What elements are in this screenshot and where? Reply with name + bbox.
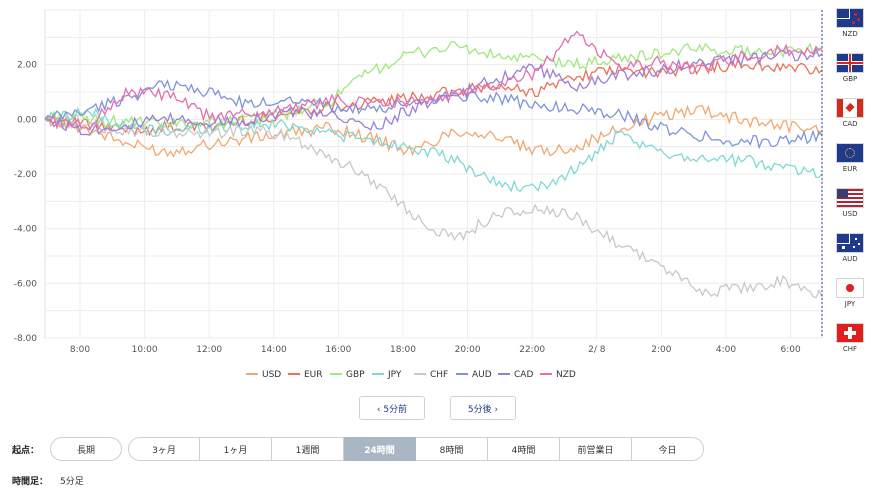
flag-code: NZD <box>842 30 858 38</box>
flag-cad[interactable]: CAD <box>828 98 872 128</box>
x-tick-label: 8:00 <box>70 345 90 355</box>
period-3months[interactable]: 3ヶ月 <box>128 437 200 461</box>
y-tick-label: 0.00 <box>17 115 37 125</box>
series-line-nzd <box>44 30 823 132</box>
flag-code: CAD <box>842 120 858 128</box>
legend-entry-jpy: JPY <box>387 370 402 380</box>
flag-usd[interactable]: USD <box>828 188 872 218</box>
y-tick-label: -4.00 <box>14 225 38 235</box>
flag-eur[interactable]: EUR <box>828 143 872 173</box>
period-1week[interactable]: 1週間 <box>272 437 344 461</box>
long-term-button[interactable]: 長期 <box>50 437 122 461</box>
flag-jpy[interactable]: JPY <box>828 278 872 308</box>
uk-flag-icon <box>836 53 864 73</box>
period-24hours[interactable]: 24時間 <box>344 437 416 461</box>
chart-grid <box>44 9 823 339</box>
legend-entry-gbp: GBP <box>346 370 365 380</box>
next-5min-button[interactable]: 5分後 › <box>450 396 516 420</box>
x-tick-label: 2:00 <box>651 345 671 355</box>
flag-gbp[interactable]: GBP <box>828 53 872 83</box>
x-tick-label: 4:00 <box>716 345 736 355</box>
series-line-aud <box>44 79 823 150</box>
period-8hours[interactable]: 8時間 <box>416 437 488 461</box>
legend-entry-cad: CAD <box>514 370 533 380</box>
legend-entry-eur: EUR <box>304 370 323 380</box>
flag-code: JPY <box>844 300 856 308</box>
canada-flag-icon <box>836 98 864 118</box>
x-axis: 8:00 10:00 12:00 14:00 16:00 18:00 20:00 22:00 2… <box>70 345 801 355</box>
x-tick-label: 14:00 <box>261 345 287 355</box>
period-previous-business-day[interactable]: 前営業日 <box>560 437 632 461</box>
currency-strength-chart: 2.00 0.00 -2.00 -4.00 -6.00 -8.00 8:00 10:00 12… <box>14 9 823 380</box>
legend-entry-nzd: NZD <box>556 370 576 380</box>
flag-chf[interactable]: CHF <box>828 323 872 353</box>
series-line-jpy <box>44 107 823 193</box>
y-tick-label: 2.00 <box>17 61 37 71</box>
chart-legend: USD EUR GBP JPY CHF AUD CAD NZD <box>246 370 576 380</box>
flag-code: EUR <box>842 165 858 173</box>
y-axis: 2.00 0.00 -2.00 -4.00 -6.00 -8.00 <box>14 61 38 344</box>
series-lines <box>44 30 823 299</box>
x-tick-label: 18:00 <box>390 345 416 355</box>
prev-5min-button[interactable]: ‹ 5分前 <box>359 396 425 420</box>
interval-label: 時間足： <box>12 477 49 487</box>
x-tick-label: 22:00 <box>519 345 545 355</box>
legend-entry-aud: AUD <box>472 370 492 380</box>
flag-code: USD <box>842 210 858 218</box>
x-tick-label: 20:00 <box>455 345 481 355</box>
x-tick-label: 10:00 <box>132 345 158 355</box>
x-tick-label: 2/ 8 <box>588 345 606 355</box>
flag-nzd[interactable]: NZD <box>828 8 872 38</box>
period-1month[interactable]: 1ヶ月 <box>200 437 272 461</box>
period-4hours[interactable]: 4時間 <box>488 437 560 461</box>
legend-entry-usd: USD <box>262 370 281 380</box>
legend-entry-chf: CHF <box>430 370 448 380</box>
flag-code: GBP <box>842 75 858 83</box>
period-today[interactable]: 今日 <box>632 437 704 461</box>
flag-aud[interactable]: AUD <box>828 233 872 263</box>
start-point-label: 起点： <box>12 446 40 456</box>
eu-flag-icon <box>836 143 864 163</box>
series-line-cad <box>44 47 823 136</box>
y-tick-label: -2.00 <box>14 170 38 180</box>
series-line-gbp <box>44 41 823 131</box>
flag-code: AUD <box>842 255 858 263</box>
x-tick-label: 16:00 <box>325 345 351 355</box>
japan-flag-icon <box>836 278 864 298</box>
x-tick-label: 12:00 <box>196 345 222 355</box>
us-flag-icon <box>836 188 864 208</box>
swiss-flag-icon <box>836 323 864 343</box>
series-line-chf <box>44 114 823 299</box>
x-tick-label: 6:00 <box>780 345 800 355</box>
y-tick-label: -6.00 <box>14 279 38 289</box>
period-segmented-control: 3ヶ月 1ヶ月 1週間 24時間 8時間 4時間 前営業日 今日 <box>128 437 704 461</box>
y-tick-label: -8.00 <box>14 334 38 344</box>
nz-flag-icon <box>836 8 864 28</box>
series-line-usd <box>44 104 823 158</box>
au-flag-icon <box>836 233 864 253</box>
interval-value: 5分足 <box>60 477 84 487</box>
flag-code: CHF <box>842 345 858 353</box>
